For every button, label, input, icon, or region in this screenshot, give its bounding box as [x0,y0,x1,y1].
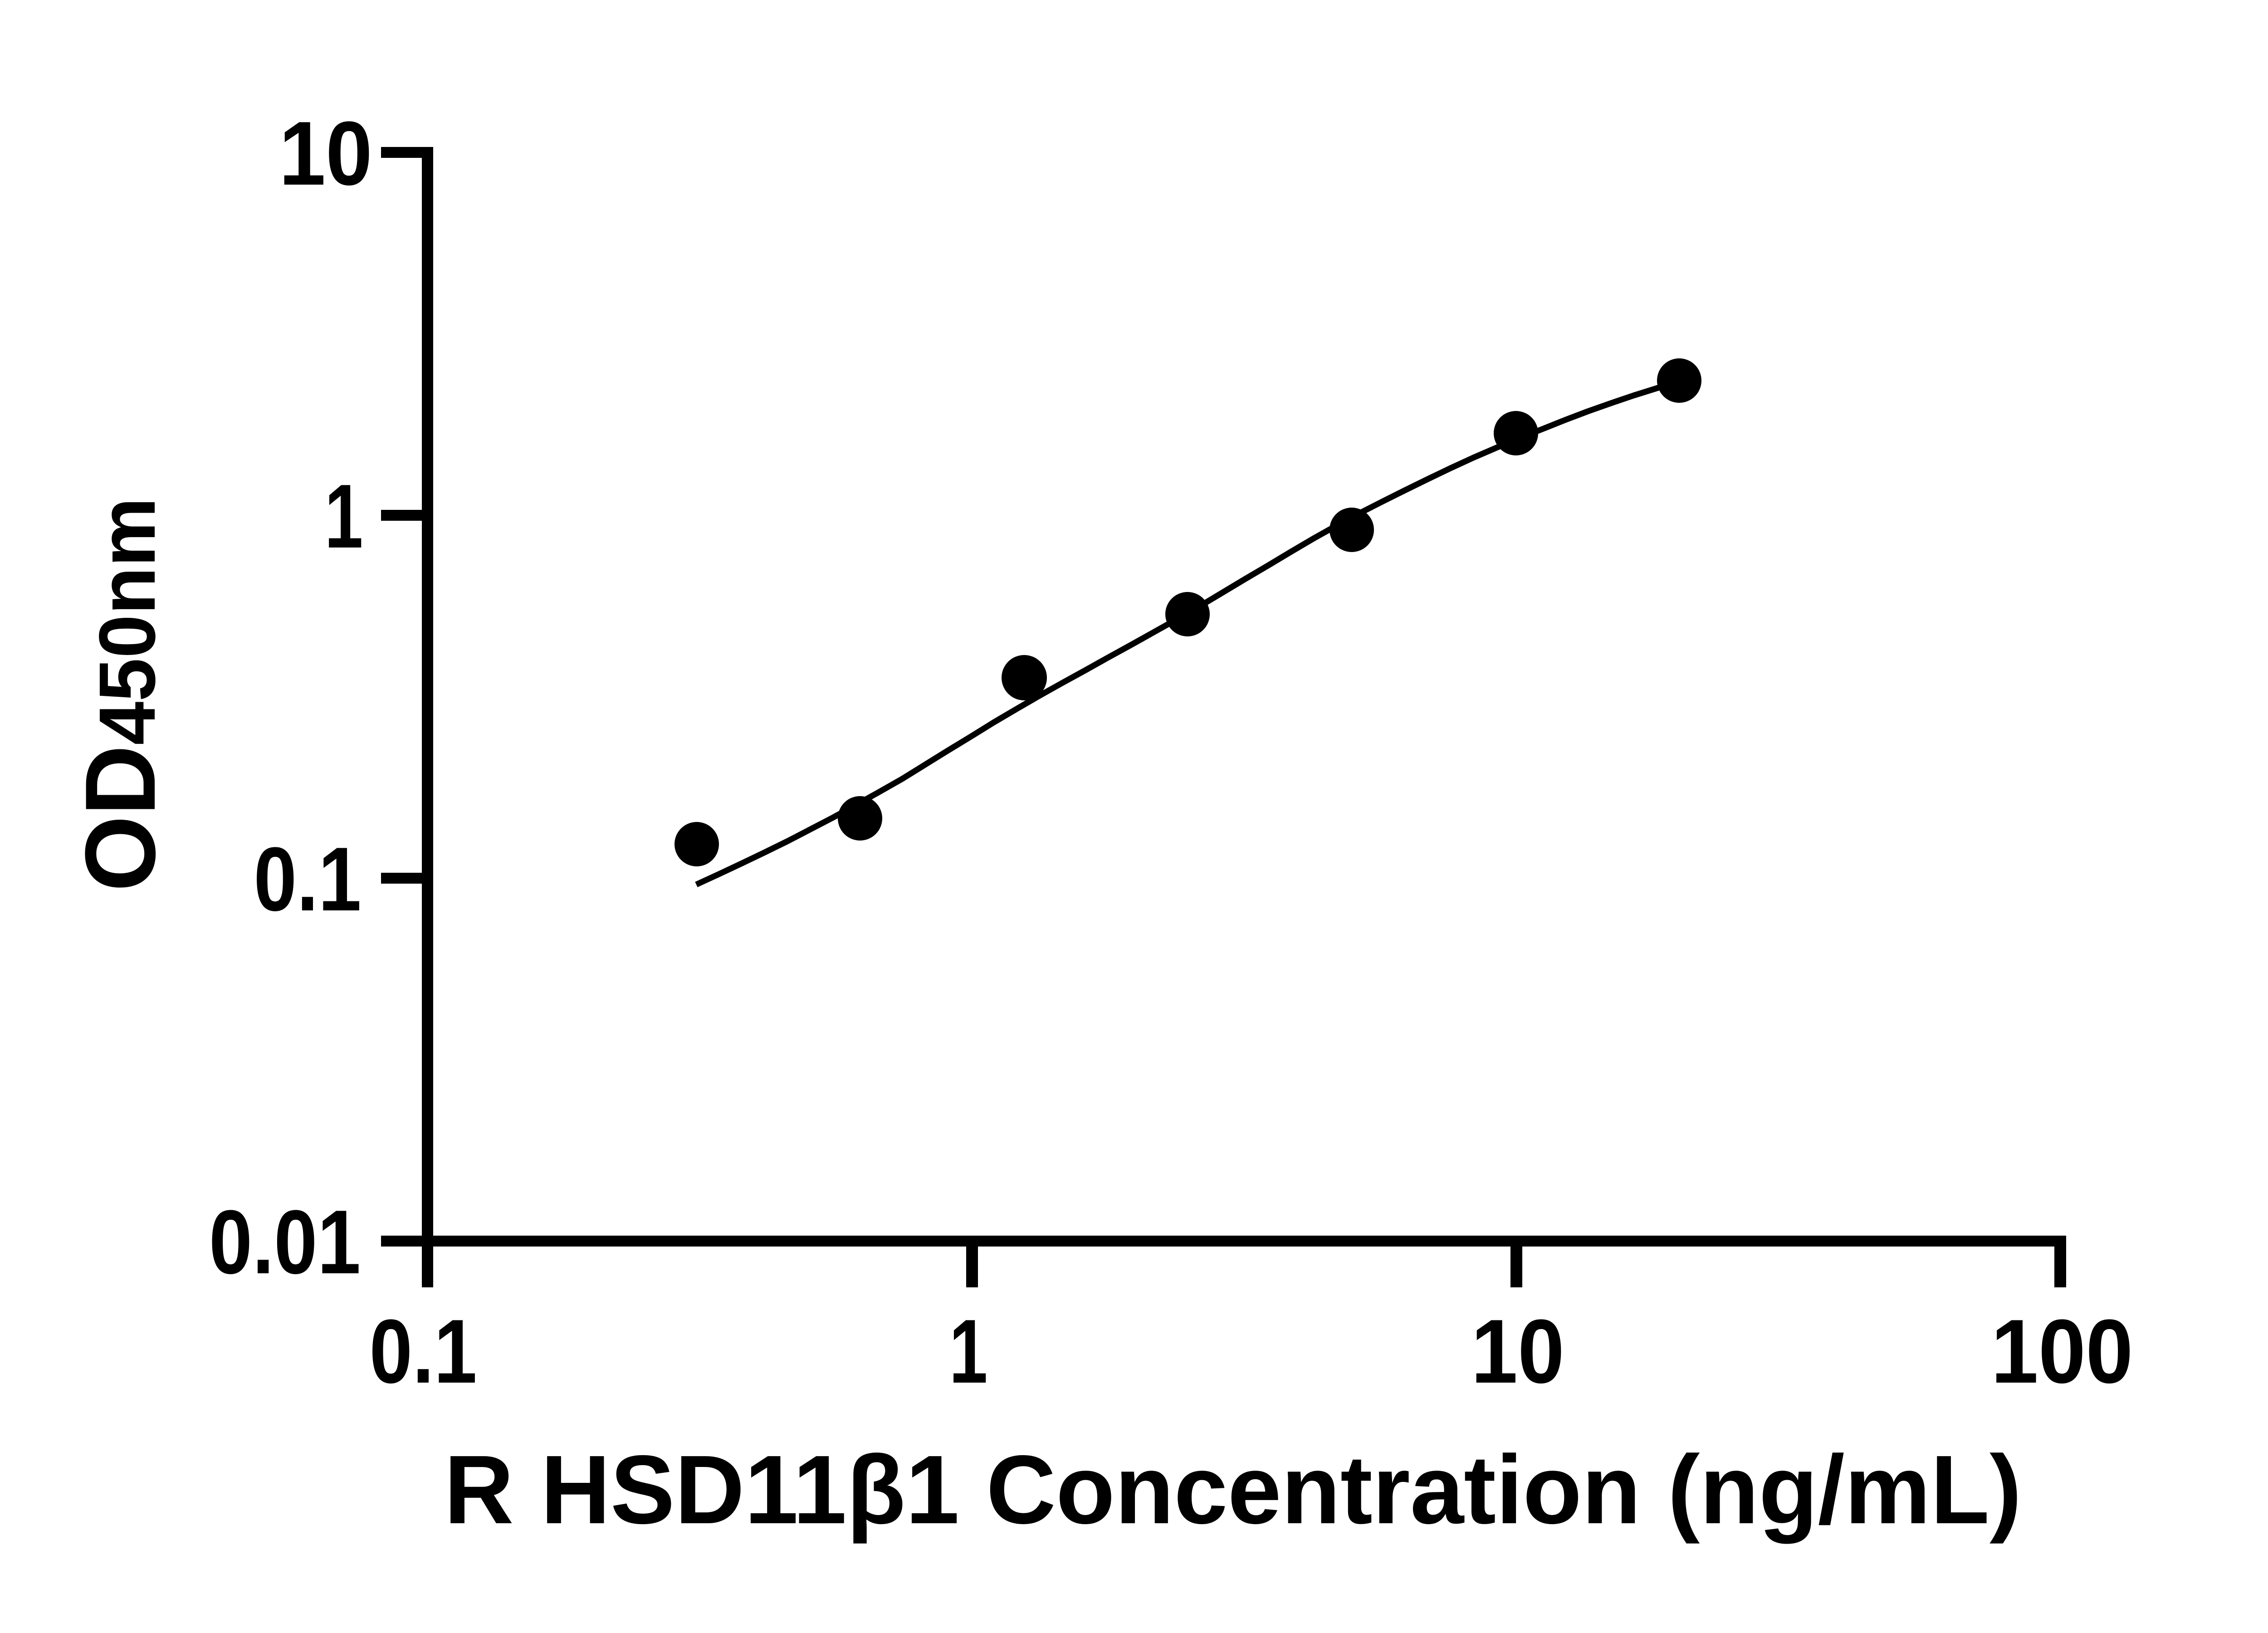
svg-text:0.1: 0.1 [369,1301,477,1402]
svg-text:0.1: 0.1 [254,829,361,930]
svg-text:0.01: 0.01 [209,1192,361,1293]
svg-text:1: 1 [949,1301,988,1402]
svg-text:10: 10 [1471,1301,1564,1402]
svg-text:R HSD11β1 Concentration (ng/mL: R HSD11β1 Concentration (ng/mL) [444,1435,2022,1544]
svg-text:10: 10 [279,103,372,204]
svg-text:100: 100 [1991,1301,2133,1402]
svg-text:OD450nm: OD450nm [64,498,176,892]
svg-text:1: 1 [325,466,363,567]
